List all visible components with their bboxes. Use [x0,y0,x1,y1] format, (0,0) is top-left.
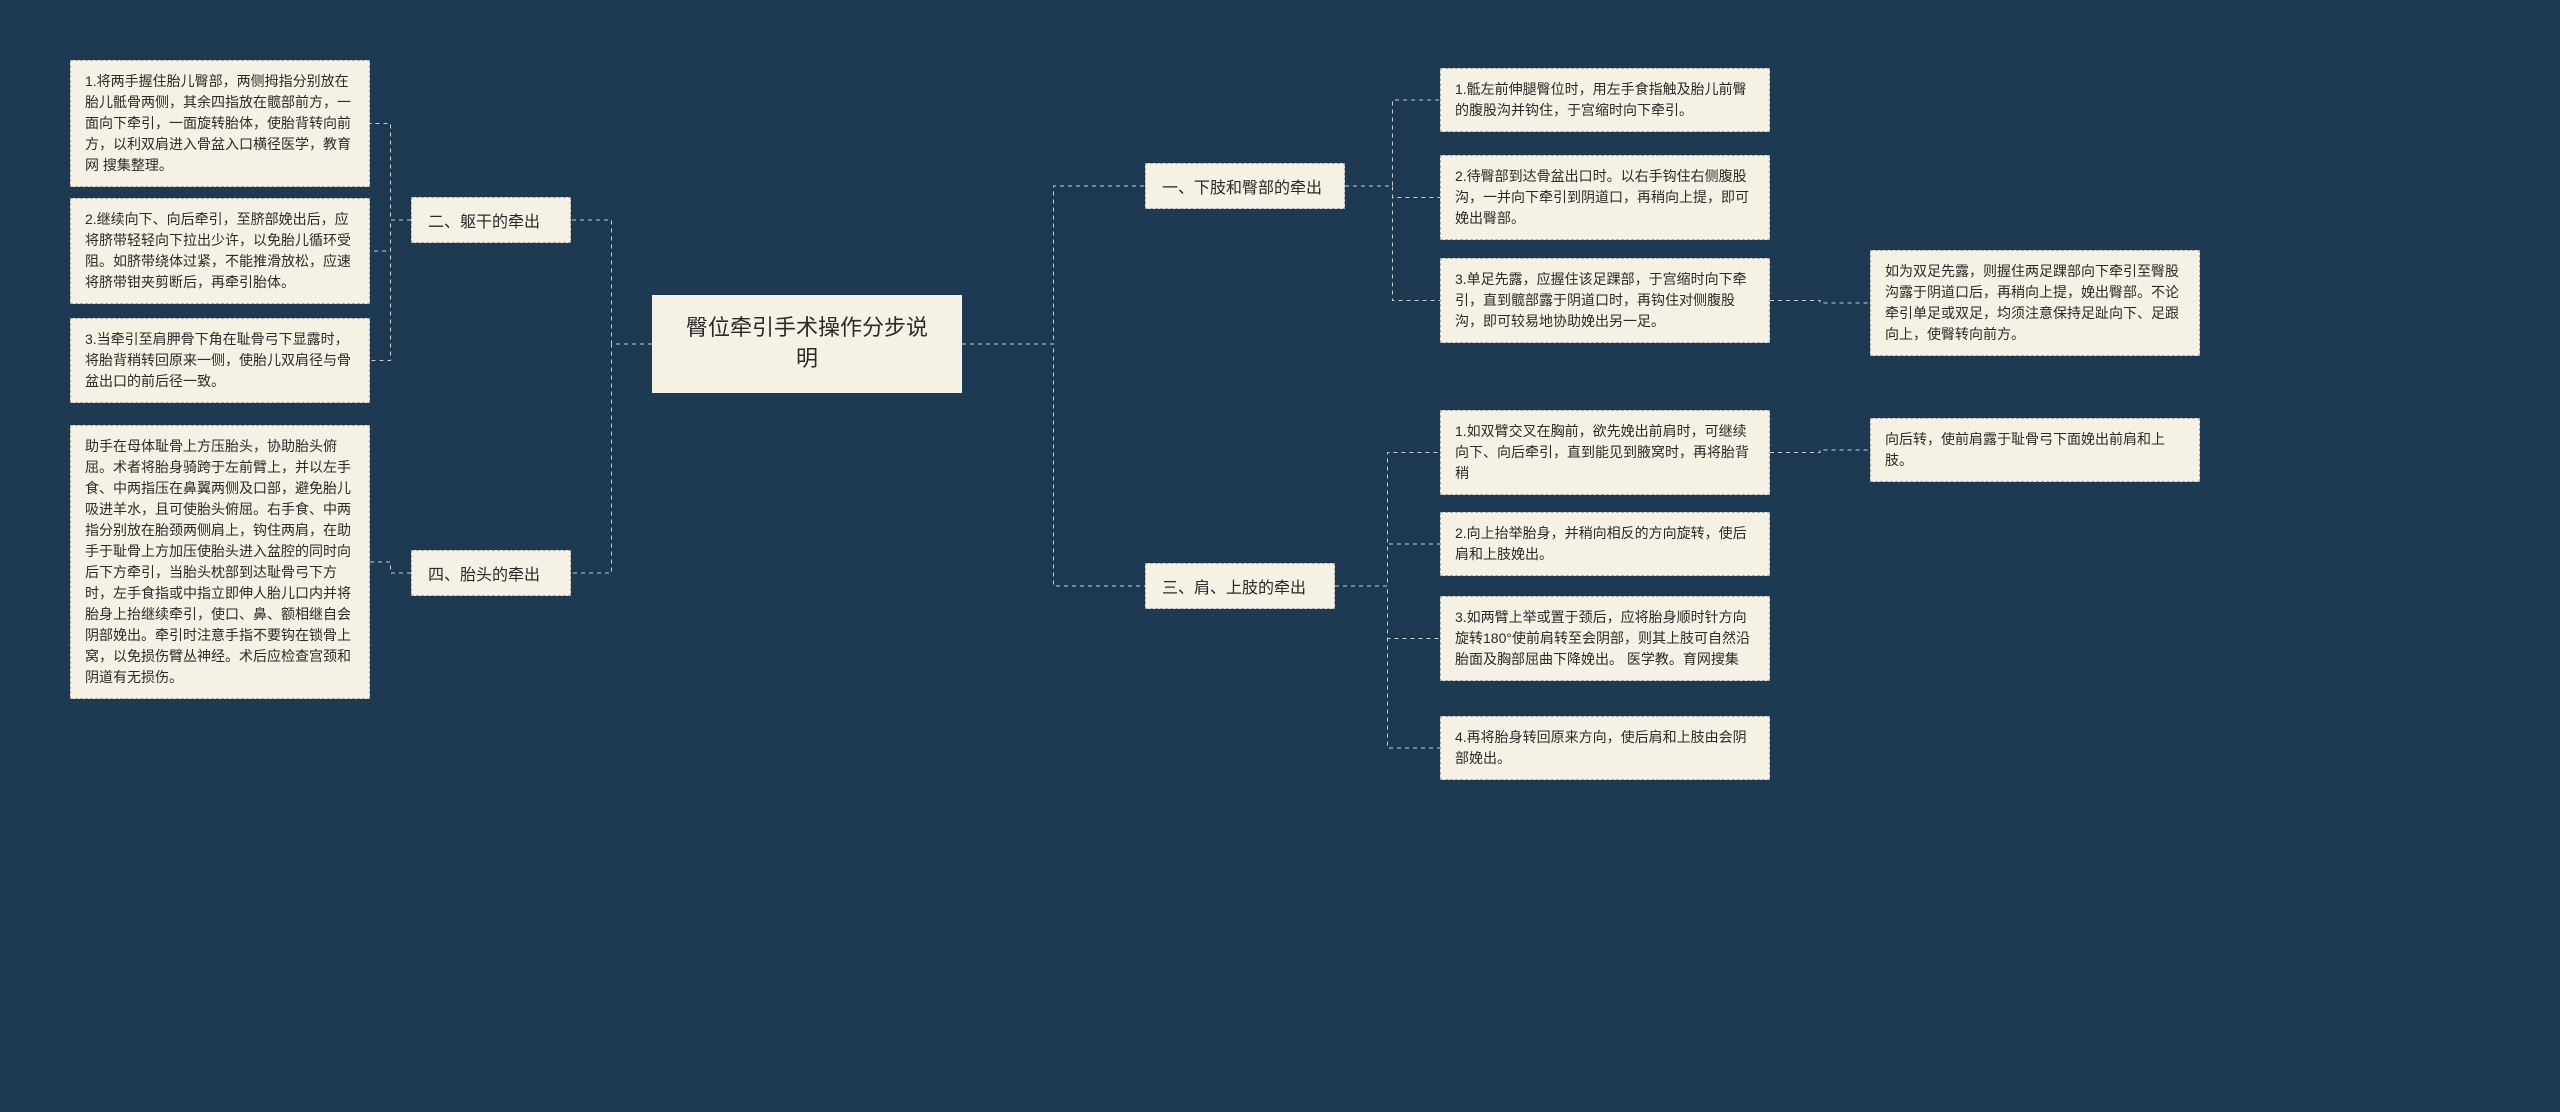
leaf-3-2: 2.向上抬举胎身，并稍向相反的方向旋转，使后肩和上肢娩出。 [1440,512,1770,576]
leaf-3-1: 1.如双臂交叉在胸前，欲先娩出前肩时，可继续向下、向后牵引，直到能见到腋窝时，再… [1440,410,1770,495]
branch-2: 二、躯干的牵出 [411,197,571,243]
root-node: 臀位牵引手术操作分步说 明 [652,295,962,393]
branch-1: 一、下肢和臀部的牵出 [1145,163,1345,209]
leaf-2-2: 2.继续向下、向后牵引，至脐部娩出后，应将脐带轻轻向下拉出少许，以免胎儿循环受阻… [70,198,370,304]
leaf-1-3a: 如为双足先露，则握住两足踝部向下牵引至臀股沟露于阴道口后，再稍向上提，娩出臀部。… [1870,250,2200,356]
leaf-3-1a: 向后转，使前肩露于耻骨弓下面娩出前肩和上肢。 [1870,418,2200,482]
branch-4: 四、胎头的牵出 [411,550,571,596]
leaf-1-3: 3.单足先露，应握住该足踝部，于宫缩时向下牵引，直到髋部露于阴道口时，再钩住对侧… [1440,258,1770,343]
leaf-4-1: 助手在母体耻骨上方压胎头，协助胎头俯屈。术者将胎身骑跨于左前臂上，并以左手食、中… [70,425,370,699]
leaf-3-4: 4.再将胎身转回原来方向，使后肩和上肢由会阴部娩出。 [1440,716,1770,780]
leaf-1-1: 1.骶左前伸腿臀位时，用左手食指触及胎儿前臀的腹股沟并钩住，于宫缩时向下牵引。 [1440,68,1770,132]
leaf-3-3: 3.如两臂上举或置于颈后，应将胎身顺时针方向旋转180°使前肩转至会阴部，则其上… [1440,596,1770,681]
leaf-1-2: 2.待臀部到达骨盆出口时。以右手钩住右侧腹股沟，一并向下牵引到阴道口，再稍向上提… [1440,155,1770,240]
leaf-2-1: 1.将两手握住胎儿臀部，两侧拇指分别放在胎儿骶骨两侧，其余四指放在髋部前方，一面… [70,60,370,187]
branch-3: 三、肩、上肢的牵出 [1145,563,1335,609]
leaf-2-3: 3.当牵引至肩胛骨下角在耻骨弓下显露时，将胎背稍转回原来一侧，使胎儿双肩径与骨盆… [70,318,370,403]
